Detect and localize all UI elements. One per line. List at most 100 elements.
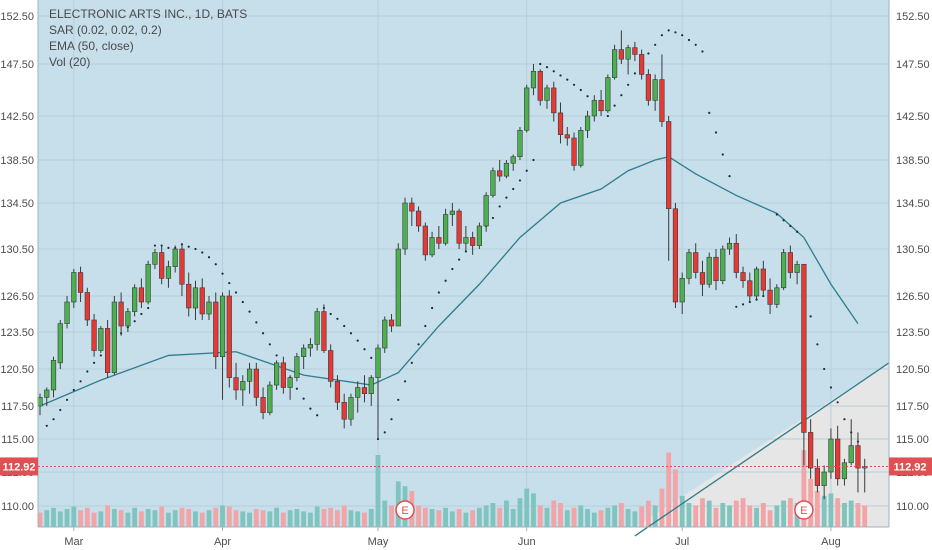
candle-body: [314, 311, 320, 345]
sar-dot: [674, 31, 677, 34]
sar-dot: [444, 279, 447, 282]
x-tick-label: Aug: [821, 536, 841, 548]
sar-dot: [261, 332, 265, 335]
sar-dot: [539, 62, 542, 66]
candle-body: [84, 292, 90, 321]
candle-body: [862, 466, 868, 469]
candle-body: [375, 347, 381, 378]
volume-bar: [362, 512, 367, 527]
volume-bar: [686, 503, 692, 527]
volume-bar: [226, 506, 232, 527]
candle-body: [368, 377, 374, 394]
sar-dot: [275, 354, 278, 357]
volume-bar: [524, 488, 530, 527]
volume-bar: [348, 510, 354, 527]
volume-bar: [71, 506, 77, 527]
volume-bar: [111, 509, 117, 527]
candle-body: [483, 195, 489, 227]
volume-bar: [416, 505, 421, 527]
candle-body: [301, 347, 307, 357]
sar-dot: [606, 114, 609, 118]
candle-body: [267, 384, 273, 413]
volume-bar: [118, 510, 124, 527]
volume-bar: [693, 505, 699, 527]
sar-dot: [390, 418, 393, 421]
volume-bar: [510, 509, 516, 527]
sar-dot: [843, 418, 846, 421]
sar-dot: [633, 72, 636, 75]
y-tick-label-left: 152.50: [0, 11, 34, 23]
sar-dot: [241, 300, 244, 304]
candle-body: [571, 137, 577, 166]
sar-dot: [92, 361, 96, 364]
sar-dot: [65, 398, 69, 401]
candle-body: [240, 381, 246, 391]
volume-bar: [571, 507, 577, 527]
volume-bar: [787, 498, 793, 527]
sar-dot: [248, 310, 251, 313]
volume-bar: [531, 493, 536, 527]
candle-body: [591, 100, 597, 117]
volume-bar: [206, 510, 212, 527]
volume-bar: [828, 493, 834, 527]
y-tick-label-right: 147.50: [896, 59, 930, 71]
candle-body: [686, 252, 692, 279]
sar-dot: [701, 50, 704, 53]
candle-body: [808, 432, 814, 469]
triangle-shade: [634, 362, 889, 527]
volume-bar: [220, 505, 225, 527]
volume-bar: [618, 503, 624, 527]
x-tick-label: Jul: [675, 536, 689, 548]
volume-bar: [639, 506, 645, 527]
y-tick-label-left: 130.50: [0, 244, 34, 256]
candle-body: [659, 79, 665, 122]
volume-bar: [389, 505, 394, 527]
y-tick-label-left: 120.50: [0, 364, 34, 376]
volume-bar: [105, 505, 110, 527]
volume-bar: [287, 510, 293, 527]
candle-body: [341, 401, 347, 420]
sar-dot: [99, 354, 102, 357]
y-tick-label-left: 142.50: [0, 111, 34, 123]
volume-bar: [449, 511, 455, 527]
sar-dot: [572, 83, 576, 86]
sar-dot: [687, 38, 691, 42]
candle-body: [280, 362, 286, 388]
sar-dot: [356, 339, 359, 342]
sar-dot: [336, 317, 339, 320]
y-tick-label-right: 110.00: [896, 501, 929, 513]
y-tick-label-left: 117.50: [1, 401, 34, 413]
sar-dot: [735, 305, 738, 308]
volume-bar: [652, 505, 658, 527]
sar-dot: [167, 246, 170, 249]
volume-bar: [591, 512, 597, 527]
legend-ema: EMA (50, close): [49, 39, 134, 53]
volume-bar: [835, 498, 841, 527]
candle-body: [199, 287, 205, 315]
sar-dot: [681, 34, 684, 37]
sar-dot: [397, 398, 400, 401]
sar-dot: [133, 320, 136, 323]
volume-bar: [720, 503, 726, 527]
sar-dot: [201, 251, 204, 254]
sar-dot: [268, 343, 271, 346]
candle-body: [44, 389, 50, 398]
volume-bar: [341, 505, 347, 527]
sar-dot: [498, 205, 501, 208]
sar-dot: [647, 52, 650, 55]
sar-dot: [295, 387, 298, 390]
volume-bar: [537, 505, 543, 527]
candle-body: [294, 356, 300, 378]
volume-bar: [598, 510, 604, 527]
sar-dot: [343, 324, 346, 328]
sar-dot: [228, 281, 231, 285]
trendline[interactable]: [634, 362, 890, 537]
sar-dot: [363, 348, 366, 351]
volume-bar: [321, 509, 327, 527]
sar-dot: [255, 321, 258, 324]
sar-dot: [714, 131, 718, 134]
volume-bar: [713, 507, 719, 527]
sar-dot: [207, 256, 211, 259]
